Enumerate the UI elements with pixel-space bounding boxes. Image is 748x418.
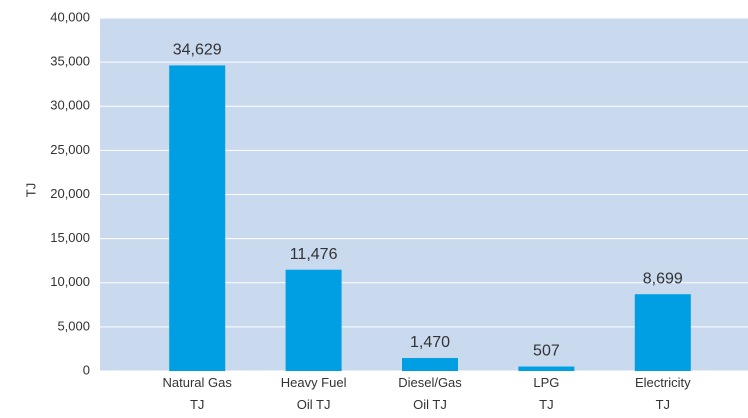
value-label: 8,699 xyxy=(643,270,683,287)
y-tick-label: 10,000 xyxy=(50,274,90,289)
x-tick-label: Diesel/Gas Oil TJ xyxy=(398,375,462,412)
bar xyxy=(518,366,575,371)
x-tick-label: Heavy Fuel Oil TJ xyxy=(280,375,347,412)
y-tick-label: 20,000 xyxy=(50,186,90,201)
x-tick-label: Natural Gas TJ xyxy=(162,375,232,412)
value-label: 11,476 xyxy=(290,246,338,263)
value-label: 34,629 xyxy=(173,42,222,59)
y-tick-label: 30,000 xyxy=(50,98,90,113)
y-tick-label: 0 xyxy=(83,362,90,377)
x-tick-label: LPG TJ xyxy=(533,375,560,412)
y-tick-label: 15,000 xyxy=(50,230,90,245)
y-tick-label: 5,000 xyxy=(57,318,90,333)
value-label: 1,470 xyxy=(410,334,450,351)
y-axis-label: TJ xyxy=(23,183,38,197)
bar xyxy=(402,358,458,371)
value-label: 507 xyxy=(533,343,560,360)
y-tick-label: 25,000 xyxy=(50,142,90,157)
bar xyxy=(285,269,342,371)
bar xyxy=(634,294,691,371)
x-tick-label: Electricity TJ xyxy=(634,375,691,412)
bar xyxy=(169,65,226,371)
y-tick-label: 40,000 xyxy=(50,9,90,24)
y-tick-label: 35,000 xyxy=(50,54,90,69)
